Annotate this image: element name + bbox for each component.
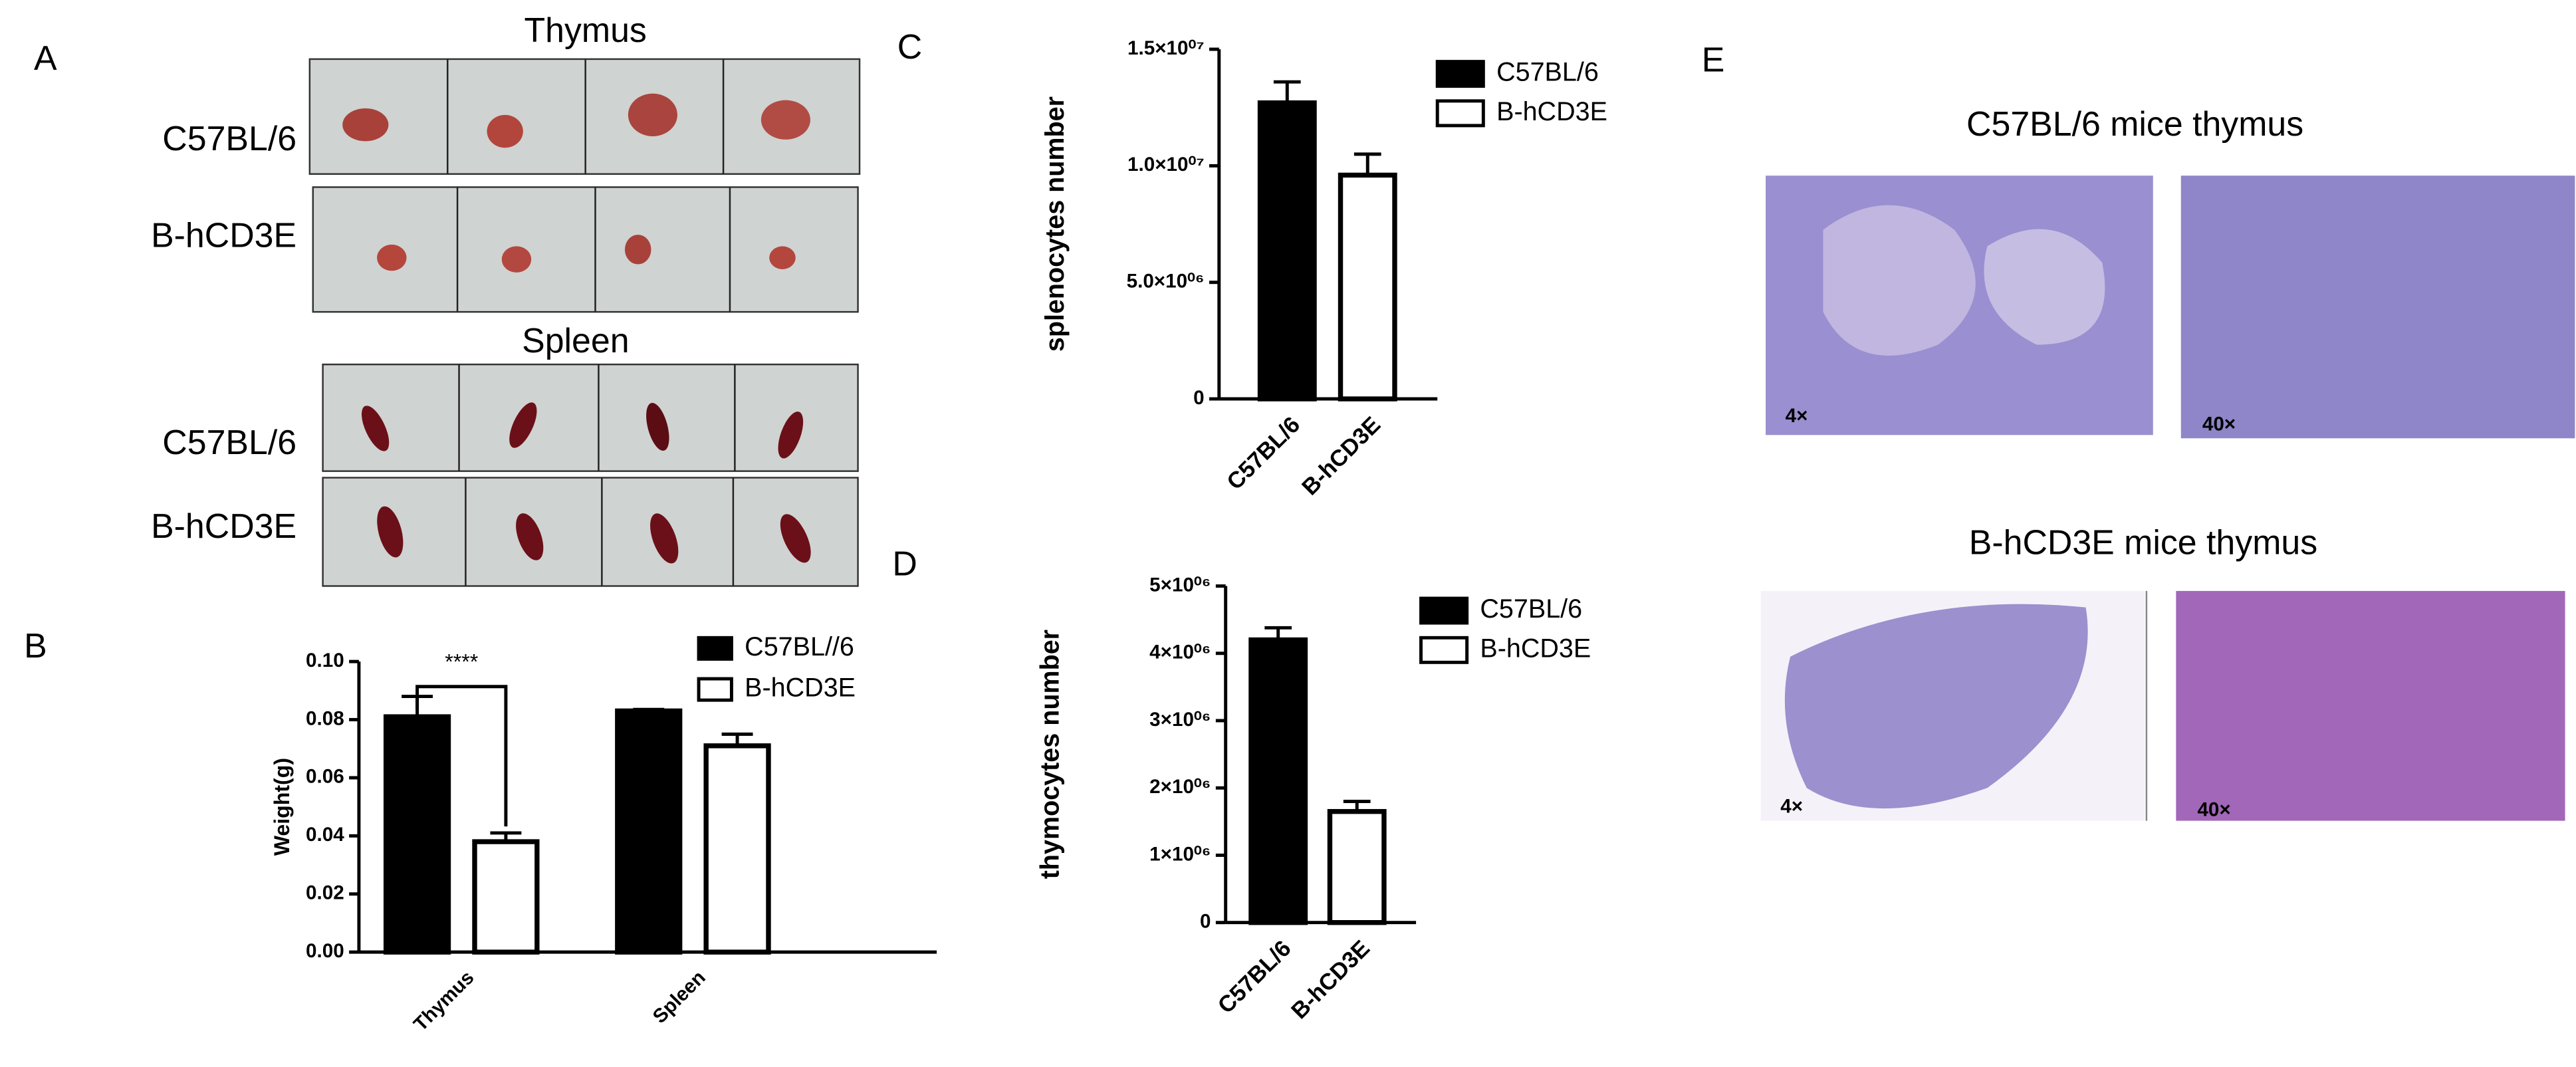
row-label: B-hCD3E [151, 216, 296, 255]
y-tick-label: 0.08 [306, 707, 344, 729]
image-title: B-hCD3E mice thymus [1969, 523, 2317, 561]
y-axis-label: splenocytes number [1040, 96, 1070, 352]
row-label: C57BL/6 [162, 119, 296, 158]
x-tick-label: B-hCD3E [1286, 936, 1375, 1024]
magnification: 40× [2202, 413, 2236, 435]
magnification: 40× [2197, 799, 2230, 821]
row-label: C57BL/6 [162, 423, 296, 461]
legend-label: C57BL/6 [1496, 58, 1599, 87]
legend-swatch [697, 636, 733, 661]
x-tick-label: C57BL/6 [1223, 412, 1306, 495]
panel-label: C [897, 27, 922, 66]
y-tick-label: 1×10⁰⁶ [1149, 843, 1211, 865]
y-axis-label: thymocytes number [1035, 630, 1064, 879]
panel-label: E [1702, 41, 1725, 79]
y-tick-label: 1.0×10⁰⁷ [1127, 154, 1205, 176]
bar [703, 743, 771, 955]
bar [1248, 637, 1308, 925]
image-title: C57BL/6 mice thymus [1966, 104, 2303, 143]
photo-title: Thymus [524, 11, 646, 49]
y-axis-label: Weight(g) [270, 758, 294, 856]
y-tick-label: 2×10⁰⁶ [1149, 776, 1211, 798]
y-tick-label: 0 [1193, 387, 1204, 409]
x-tick-label: Spleen [649, 967, 710, 1028]
y-tick-label: 0.04 [306, 824, 344, 846]
legend-label: B-hCD3E [745, 673, 856, 703]
magnification: 4× [1786, 405, 1808, 427]
bar [1327, 808, 1387, 925]
photo [322, 477, 859, 587]
row-label: B-hCD3E [151, 507, 296, 545]
histology-images [1760, 176, 2575, 821]
legend-swatch [1435, 99, 1485, 128]
y-tick-label: 0.02 [306, 882, 344, 904]
legend-swatch [1435, 60, 1485, 88]
bar [1338, 172, 1397, 402]
bar [615, 708, 683, 955]
legend-label: B-hCD3E [1496, 97, 1607, 126]
x-tick-label: Thymus [410, 967, 479, 1036]
legend-swatch [1419, 636, 1469, 664]
y-tick-label: 0 [1200, 911, 1211, 933]
y-tick-label: 5.0×10⁰⁶ [1127, 271, 1205, 293]
legend-swatch [1419, 596, 1469, 625]
legend-label: B-hCD3E [1480, 634, 1591, 663]
significance-bracket [415, 685, 508, 827]
bar [1257, 100, 1317, 402]
panel-label: A [34, 39, 57, 77]
organ-photos [308, 58, 861, 587]
legend-label: C57BL/6 [1480, 594, 1582, 624]
panel-label: B [24, 626, 47, 665]
y-tick-label: 0.00 [306, 940, 344, 962]
y-tick-label: 3×10⁰⁶ [1149, 709, 1211, 731]
photo [322, 363, 859, 472]
y-tick-label: 1.5×10⁰⁷ [1127, 37, 1205, 59]
magnification: 4× [1780, 796, 1803, 818]
panel-label: D [892, 544, 917, 583]
legend-label: C57BL//6 [745, 632, 854, 661]
photo-title: Spleen [522, 321, 629, 360]
y-tick-label: 5×10⁰⁶ [1149, 574, 1211, 596]
photo [312, 186, 859, 313]
significance-label: **** [445, 650, 478, 674]
legend-swatch [697, 677, 733, 702]
x-tick-label: B-hCD3E [1297, 412, 1385, 501]
bar [472, 839, 540, 955]
bar [383, 714, 451, 955]
x-tick-label: C57BL/6 [1213, 936, 1296, 1019]
y-tick-label: 0.06 [306, 766, 344, 788]
y-tick-label: 4×10⁰⁶ [1149, 642, 1211, 663]
y-tick-label: 0.10 [306, 650, 344, 671]
